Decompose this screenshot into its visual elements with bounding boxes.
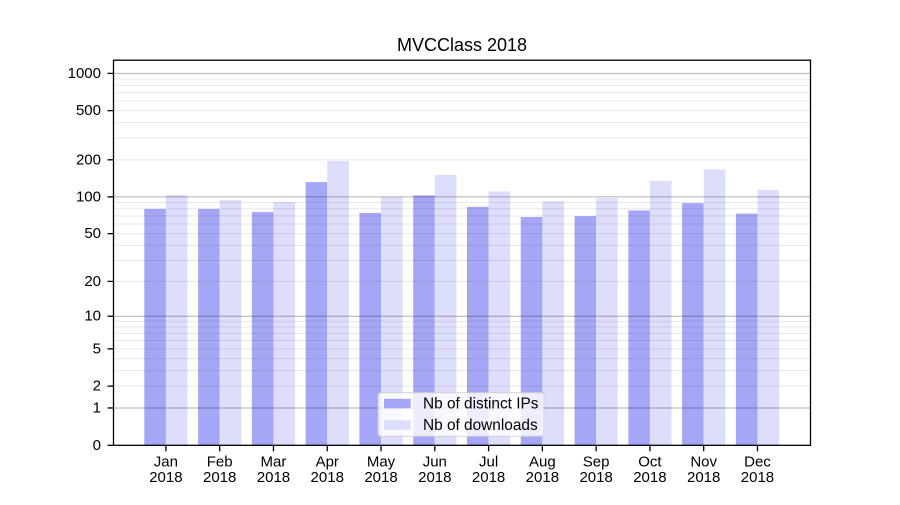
svg-text:2018: 2018 — [741, 469, 774, 486]
svg-text:2018: 2018 — [687, 469, 720, 486]
svg-text:May: May — [367, 454, 396, 471]
svg-text:Jul: Jul — [479, 454, 498, 471]
svg-text:Oct: Oct — [638, 454, 662, 471]
svg-text:Nb of downloads: Nb of downloads — [423, 417, 538, 434]
svg-text:Nb of distinct IPs: Nb of distinct IPs — [423, 396, 539, 413]
svg-text:2018: 2018 — [579, 469, 612, 486]
svg-text:2018: 2018 — [472, 469, 505, 486]
svg-text:5: 5 — [93, 340, 101, 357]
svg-text:500: 500 — [76, 102, 101, 119]
svg-text:2018: 2018 — [257, 469, 290, 486]
svg-text:10: 10 — [84, 308, 101, 325]
svg-text:1000: 1000 — [68, 65, 101, 82]
svg-text:2018: 2018 — [311, 469, 344, 486]
svg-text:20: 20 — [84, 273, 101, 290]
svg-text:2018: 2018 — [203, 469, 236, 486]
svg-text:Jun: Jun — [423, 454, 447, 471]
svg-text:Jan: Jan — [154, 454, 178, 471]
svg-text:2018: 2018 — [149, 469, 182, 486]
svg-text:Feb: Feb — [207, 454, 233, 471]
svg-text:2018: 2018 — [633, 469, 666, 486]
svg-text:100: 100 — [76, 188, 101, 205]
svg-text:50: 50 — [84, 225, 101, 242]
svg-text:Dec: Dec — [744, 454, 771, 471]
svg-text:2: 2 — [93, 378, 101, 395]
svg-text:2018: 2018 — [526, 469, 559, 486]
svg-text:Sep: Sep — [583, 454, 610, 471]
svg-text:Nov: Nov — [690, 454, 717, 471]
svg-text:MVCClass 2018: MVCClass 2018 — [397, 35, 527, 55]
svg-text:0: 0 — [93, 437, 101, 454]
svg-text:Apr: Apr — [316, 454, 339, 471]
svg-text:Mar: Mar — [261, 454, 287, 471]
svg-text:1: 1 — [93, 399, 101, 416]
svg-text:2018: 2018 — [364, 469, 397, 486]
svg-text:Aug: Aug — [529, 454, 556, 471]
svg-text:2018: 2018 — [418, 469, 451, 486]
svg-text:200: 200 — [76, 151, 101, 168]
